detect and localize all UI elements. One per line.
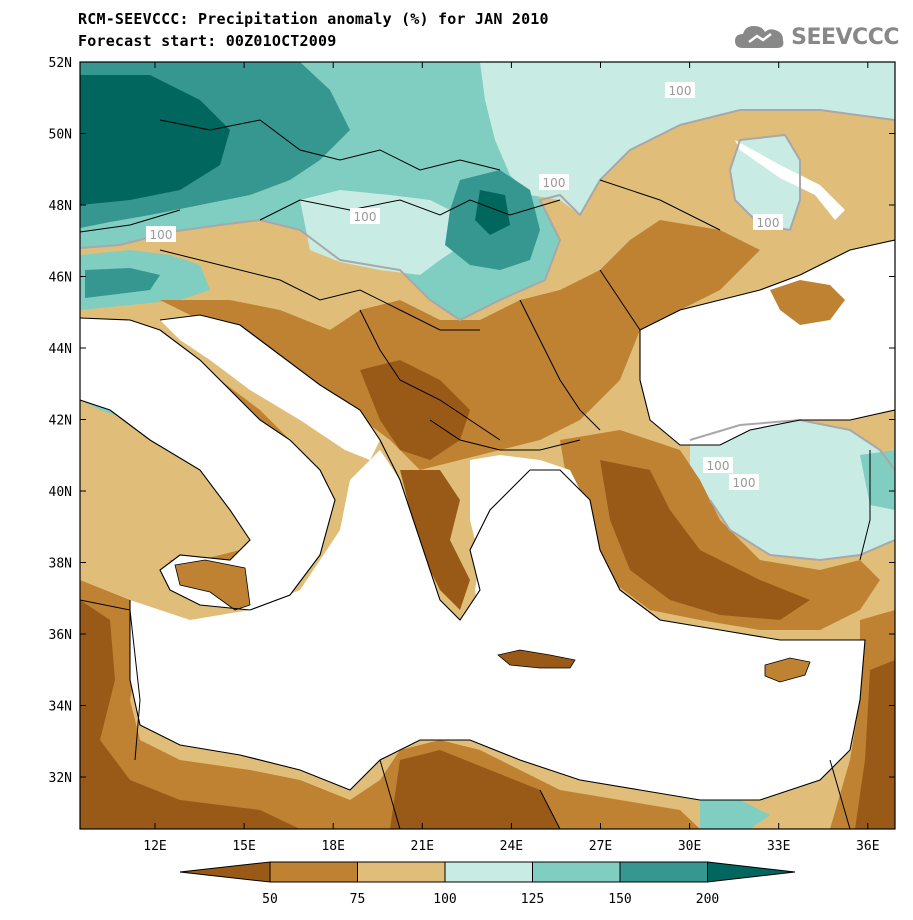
colorbar-segment: [357, 861, 446, 883]
logo-text: SEEVCCC: [791, 24, 899, 50]
lon-label: 27E: [589, 839, 612, 854]
lon-label: 36E: [856, 839, 879, 854]
crete-island: [497, 649, 576, 669]
lat-label: 48N: [49, 199, 72, 214]
lat-label: 32N: [49, 771, 72, 786]
lat-label: 52N: [49, 56, 72, 71]
map-frame: [79, 61, 896, 830]
dark-brown-anatolia-field: [600, 460, 810, 620]
svg-text:100: 100: [733, 476, 756, 490]
lon-label: 30E: [678, 839, 701, 854]
lat-label: 34N: [49, 700, 72, 715]
adriatic-sea: [160, 315, 380, 460]
lat-label: 46N: [49, 271, 72, 286]
crimea-land: [770, 280, 845, 325]
colorbar-tick-label: 75: [350, 892, 366, 907]
svg-text:100: 100: [757, 216, 780, 230]
light-teal-ukraine-field: [730, 135, 800, 230]
colorbar-tick-label: 100: [433, 892, 456, 907]
colorbar-tick-label: 150: [608, 892, 631, 907]
light-teal-northeast-field: [480, 62, 895, 215]
lat-label: 38N: [49, 557, 72, 572]
teal-anatolia-east-field: [860, 450, 895, 510]
sea-of-azov: [840, 250, 895, 285]
svg-text:100: 100: [669, 84, 692, 98]
contour-label: 100: [350, 208, 380, 224]
contour-label: 100: [146, 226, 176, 242]
contour-label: 100: [665, 82, 695, 98]
dark-brown-egypt-field: [390, 750, 560, 829]
lat-label: 50N: [49, 128, 72, 143]
contour-label: 100: [539, 174, 569, 190]
coastlines: [80, 239, 895, 801]
lon-label: 24E: [500, 839, 523, 854]
colorbar-segment: [179, 861, 271, 883]
contour-labels: 100 100 100 100 100 100 100: [146, 82, 783, 490]
latitude-axis: 52N 50N 48N 46N 44N 42N 40N 38N 36N 34N 32N: [49, 56, 895, 786]
dark-brown-libya-field: [80, 600, 300, 829]
svg-text:100: 100: [543, 176, 566, 190]
longitude-axis: 12E 15E 18E 21E 24E 27E 30E 33E 36E: [143, 62, 880, 854]
brown-balkan-field: [160, 220, 760, 470]
svg-text:100: 100: [354, 210, 377, 224]
sicily-island: [174, 559, 251, 611]
dark-brown-levant-field: [855, 660, 895, 829]
tyrrhenian-sea: [80, 318, 335, 610]
lon-label: 15E: [232, 839, 255, 854]
dnieper-river: [735, 140, 845, 220]
colorbar-tick-label: 50: [262, 892, 278, 907]
map-title: RCM-SEEVCCC: Precipitation anomaly (%) f…: [78, 10, 549, 28]
cloud-icon: [735, 26, 784, 48]
colorbar-segment: [532, 861, 621, 883]
contour-100-lines: [80, 109, 895, 562]
country-borders: [80, 119, 871, 829]
darkest-teal-west-field: [80, 75, 230, 205]
lat-label: 42N: [49, 414, 72, 429]
lon-label: 21E: [411, 839, 434, 854]
contour-label: 100: [703, 457, 733, 473]
dark-teal-alps-field: [85, 268, 160, 298]
lat-label: 40N: [49, 485, 72, 500]
map-fields: [80, 62, 895, 829]
lat-label: 44N: [49, 342, 72, 357]
colorbar-segment: [707, 861, 796, 883]
lon-label: 33E: [767, 839, 790, 854]
light-teal-central-field: [300, 190, 470, 275]
colorbar-tick-label: 125: [521, 892, 544, 907]
colorbar-tick-label: 200: [696, 892, 719, 907]
darkest-teal-carpathian-field: [475, 190, 510, 235]
dark-brown-greece-field: [400, 470, 470, 610]
aegean-sea: [470, 455, 600, 640]
svg-text:100: 100: [707, 459, 730, 473]
light-teal-anatolia-field: [690, 420, 895, 560]
colorbar: 50 75 100 125 150 200: [179, 861, 796, 907]
dark-brown-balkan-field: [360, 360, 470, 460]
forecast-subtitle: Forecast start: 00Z01OCT2009: [78, 32, 337, 50]
lat-label: 36N: [49, 628, 72, 643]
seevccc-logo: SEEVCCC: [733, 22, 899, 52]
teal-egypt-field: [700, 800, 770, 829]
contour-label: 100: [753, 214, 783, 230]
colorbar-segment: [269, 861, 358, 883]
lon-label: 18E: [321, 839, 344, 854]
lon-label: 12E: [143, 839, 166, 854]
cyprus-island: [764, 657, 811, 683]
colorbar-segment: [444, 861, 533, 883]
contour-label: 100: [729, 474, 759, 490]
colorbar-segment: [619, 861, 708, 883]
svg-text:100: 100: [150, 228, 173, 242]
